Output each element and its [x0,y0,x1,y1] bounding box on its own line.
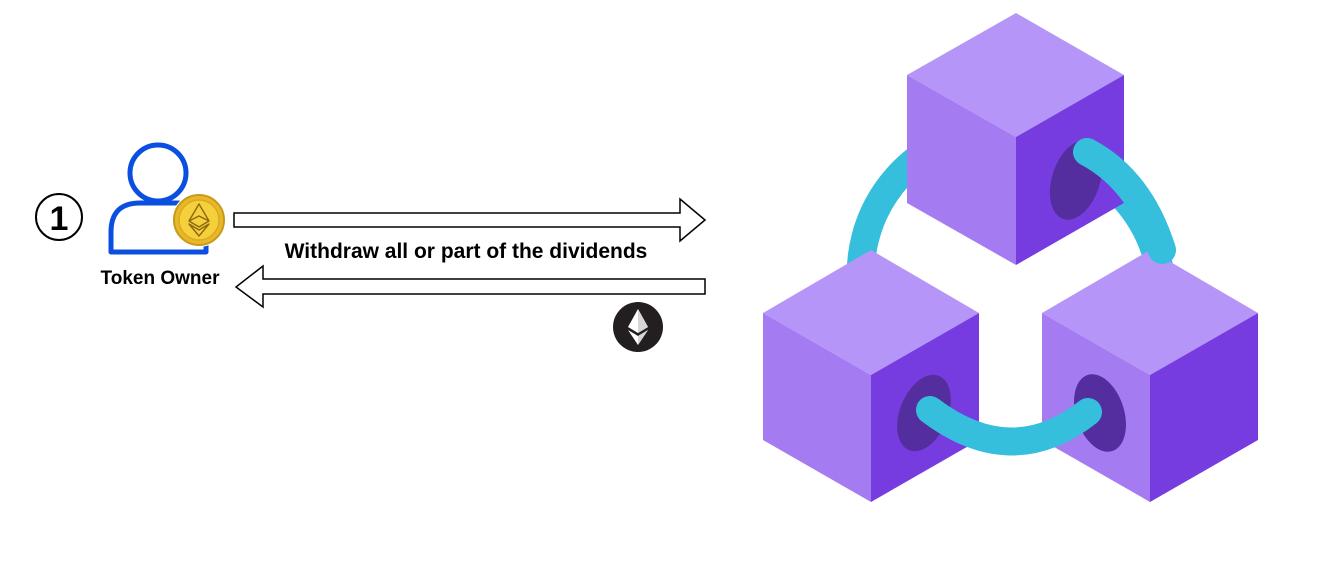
blockchain-icon [763,13,1258,502]
response-arrow [234,264,706,309]
request-arrow [233,197,707,243]
request-label: Withdraw all or part of the dividends [285,240,648,263]
block-top [907,13,1124,265]
ethereum-icon [613,302,663,352]
ethereum-coin-icon [172,193,226,247]
step-number-badge: 1 [35,193,83,241]
block-right [1042,250,1258,502]
step-number: 1 [50,200,69,238]
actor-label: Token Owner [101,268,221,289]
block-left [763,250,979,502]
